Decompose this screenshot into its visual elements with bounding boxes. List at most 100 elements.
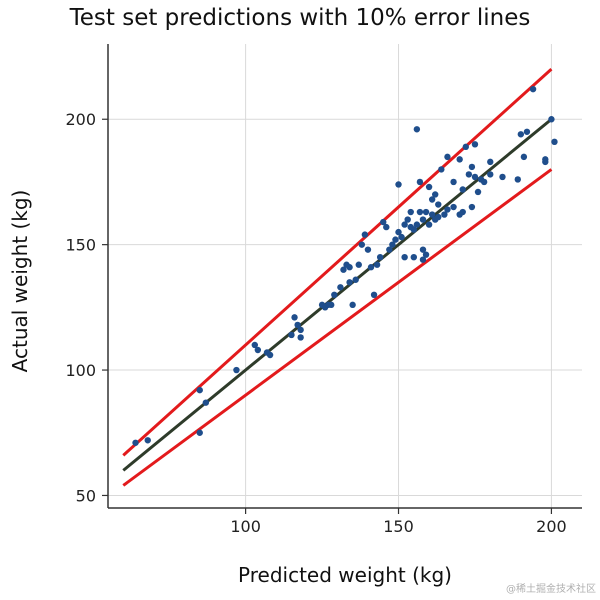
tick-labels: 100 150 200 50 100 150 200 (65, 110, 566, 536)
data-point (254, 346, 262, 354)
data-point (444, 206, 451, 213)
data-point (407, 208, 414, 216)
data-point (468, 203, 476, 211)
data-point (196, 386, 203, 394)
data-point (291, 314, 298, 321)
data-point (401, 221, 408, 228)
data-point (459, 186, 466, 193)
x-axis-label: Predicted weight (kg) (238, 563, 452, 587)
data-point (416, 208, 424, 216)
data-points (132, 85, 558, 446)
data-point (514, 176, 521, 183)
data-point (422, 208, 430, 216)
y-tick-label: 150 (65, 236, 96, 255)
data-point (471, 173, 479, 181)
x-tick-label: 200 (536, 517, 567, 536)
data-point (266, 351, 274, 359)
data-point (367, 264, 375, 271)
data-point (459, 208, 466, 216)
data-point (297, 326, 304, 334)
data-point (352, 276, 359, 283)
data-point (432, 191, 439, 198)
data-point (373, 261, 381, 268)
data-point (542, 158, 549, 166)
x-tick-label: 150 (383, 517, 414, 536)
x-tick-label: 100 (230, 517, 261, 536)
reference-lines (122, 67, 553, 487)
data-point (474, 188, 482, 196)
data-point (395, 228, 402, 236)
y-tick-label: 200 (65, 110, 96, 129)
data-point (523, 128, 531, 135)
data-point (361, 231, 369, 238)
data-point (294, 321, 301, 329)
data-point (419, 256, 427, 263)
data-point (364, 246, 372, 253)
data-point (401, 253, 408, 261)
data-point (398, 233, 405, 241)
data-point (517, 131, 525, 138)
data-point (422, 251, 430, 258)
data-point (413, 126, 421, 133)
data-point (499, 173, 506, 181)
data-point (386, 246, 393, 253)
data-point (337, 284, 344, 291)
data-point (196, 429, 203, 436)
data-point (462, 143, 469, 151)
data-point (441, 211, 448, 218)
axes (102, 44, 582, 514)
data-point (468, 163, 476, 171)
data-point (358, 241, 366, 248)
data-point (419, 246, 427, 253)
data-point (132, 439, 139, 446)
data-point (529, 85, 537, 93)
data-point (251, 341, 258, 349)
y-axis-label: Actual weight (kg) (8, 190, 32, 373)
data-point (340, 266, 347, 273)
data-point (404, 216, 411, 223)
data-point (413, 221, 421, 228)
data-point (380, 218, 387, 226)
data-point (395, 181, 402, 188)
data-point (487, 171, 494, 178)
data-point (456, 156, 463, 163)
data-point (548, 116, 555, 123)
y-tick-label: 50 (76, 486, 96, 505)
data-point (428, 211, 436, 218)
data-point (376, 253, 384, 261)
chart-title: Test set predictions with 10% error line… (69, 5, 531, 31)
y-tick-label: 100 (65, 361, 96, 380)
data-point (331, 291, 338, 299)
data-point (425, 221, 433, 228)
watermark-text: @稀土掘金技术社区 (506, 582, 596, 595)
data-point (435, 213, 442, 221)
data-point (288, 331, 295, 339)
data-point (410, 253, 418, 261)
data-point (346, 264, 353, 271)
data-point (444, 153, 451, 161)
data-point (428, 196, 436, 203)
data-point (410, 226, 418, 233)
data-point (419, 216, 427, 223)
data-point (450, 203, 457, 211)
data-point (480, 178, 488, 186)
data-point (450, 178, 457, 186)
data-point (144, 437, 151, 444)
data-point (392, 236, 399, 243)
data-point (349, 301, 356, 309)
data-point (551, 138, 558, 146)
data-point (233, 366, 240, 374)
data-point (328, 301, 335, 309)
data-point (297, 334, 304, 341)
data-point (471, 141, 479, 148)
data-point (370, 291, 378, 299)
data-point (346, 279, 353, 286)
data-point (435, 201, 442, 208)
upper-error-line (122, 67, 553, 457)
data-point (202, 399, 210, 406)
data-point (520, 153, 528, 161)
data-point (465, 171, 473, 178)
grid (108, 44, 582, 508)
data-point (389, 241, 396, 248)
